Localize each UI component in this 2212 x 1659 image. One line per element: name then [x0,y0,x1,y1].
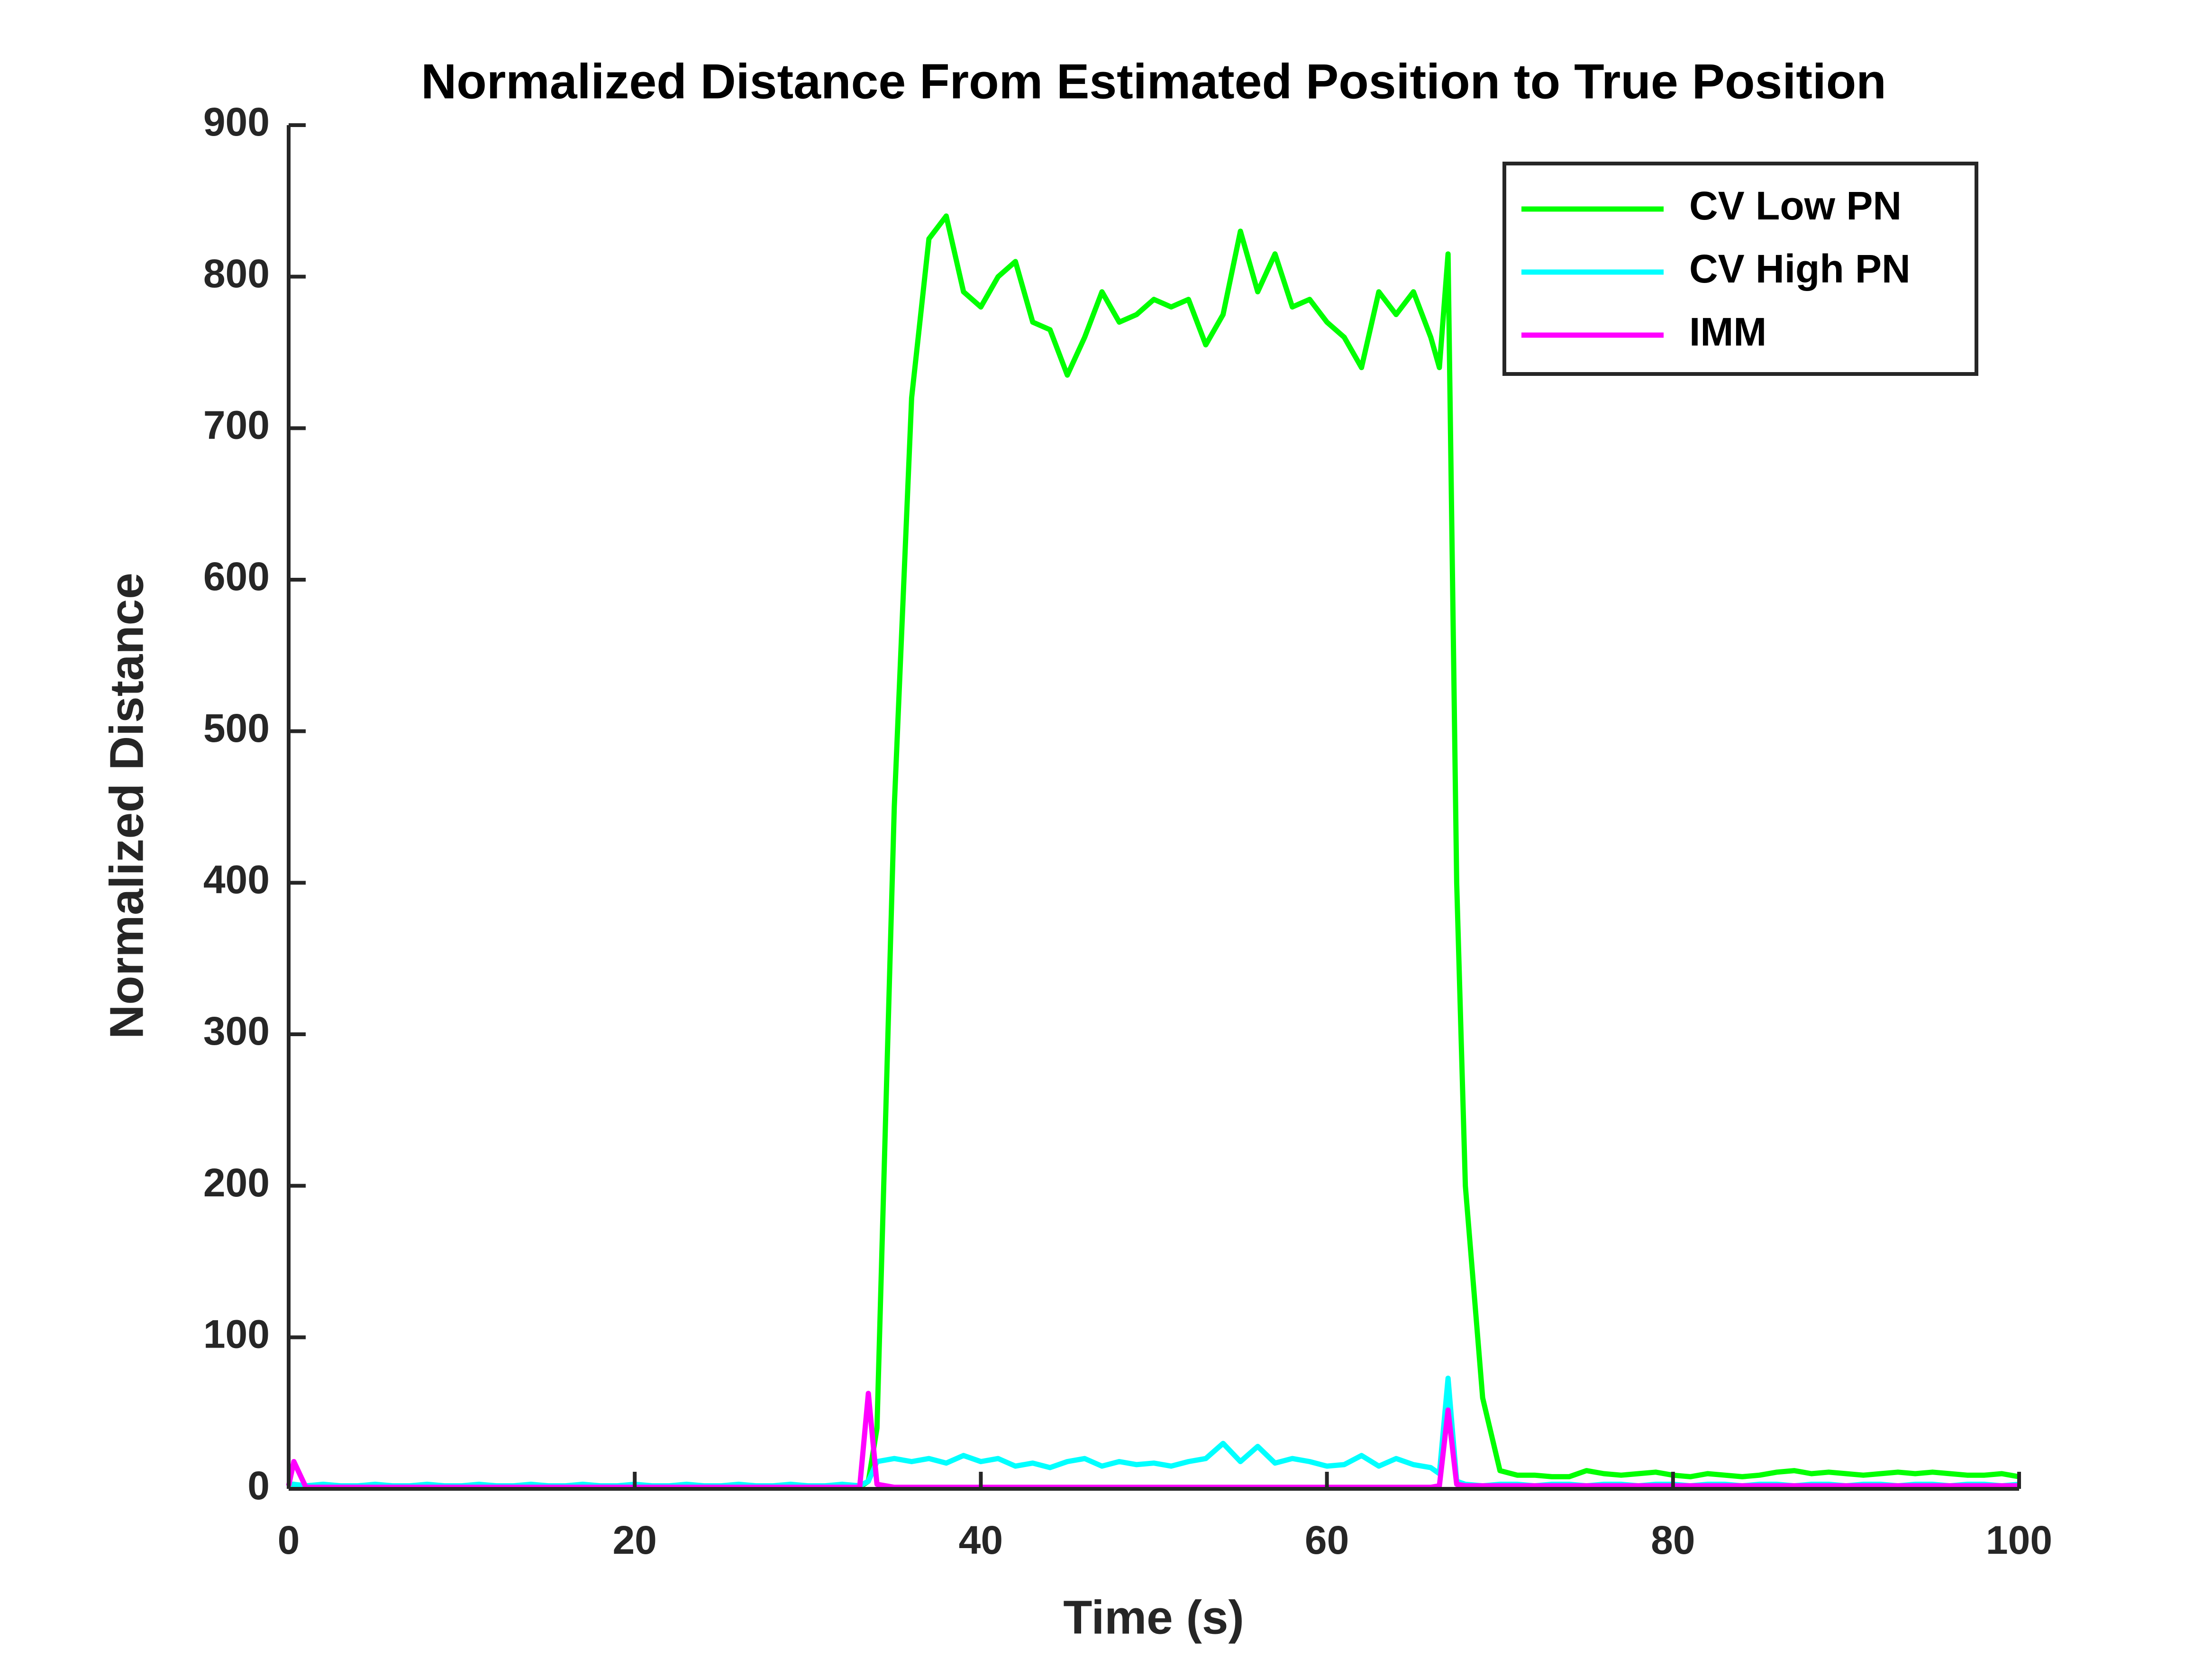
y-tick-label: 100 [203,1312,270,1357]
y-tick-label: 400 [203,857,270,902]
legend-label: IMM [1689,310,1766,354]
y-tick-label: 700 [203,403,270,447]
x-tick-label: 100 [1986,1518,2052,1562]
legend-box [1502,162,1978,376]
x-tick-label: 80 [1651,1518,1695,1562]
y-tick-label: 300 [203,1009,270,1053]
x-tick-label: 20 [612,1518,656,1562]
x-tick-label: 40 [959,1518,1003,1562]
y-tick-label: 800 [203,251,270,296]
y-tick-label: 200 [203,1160,270,1205]
y-tick-label: 500 [203,706,270,750]
y-tick-label: 0 [247,1463,270,1508]
legend-label: CV Low PN [1689,183,1902,228]
data-line [289,1376,2020,1489]
y-tick-label: 900 [203,100,270,144]
x-tick-label: 60 [1305,1518,1349,1562]
chart-title: Normalized Distance From Estimated Posit… [421,54,1886,109]
x-axis-label: Time (s) [1063,1591,1244,1644]
y-tick-label: 600 [203,554,270,599]
data-line [288,213,2020,1490]
legend-label: CV High PN [1689,246,1911,291]
y-axis-label: Normalized Distance [100,573,153,1039]
x-tick-label: 0 [278,1518,300,1562]
